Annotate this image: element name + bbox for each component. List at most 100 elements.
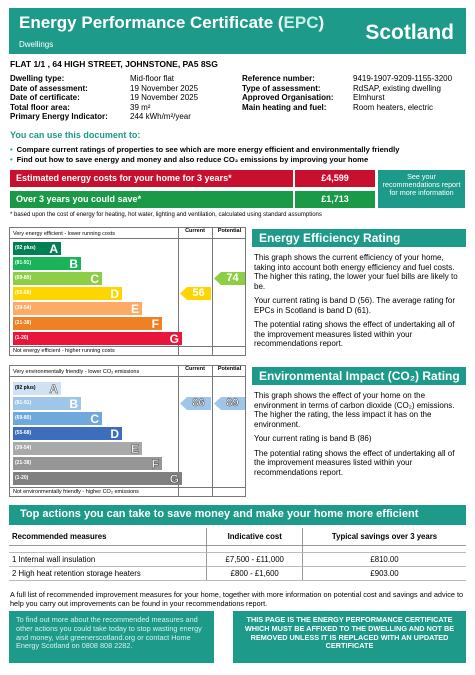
- column-header: Recommended measures: [9, 528, 207, 546]
- measure-cell: 1 Internal wall insulation: [9, 552, 207, 567]
- band-range: (69-80): [15, 275, 32, 281]
- environmental-impact-heading: Environmental Impact (CO₂) Rating: [252, 367, 466, 385]
- band-d: (55-68) D: [13, 427, 122, 441]
- band-letter: D: [110, 427, 119, 441]
- detail-value: 19 November 2025: [130, 93, 199, 102]
- band-f: (21-38) F: [13, 457, 162, 471]
- chart-bottom-label: Not environmentally friendly - higher CO…: [13, 489, 139, 495]
- recommendations-note: A full list of recommended improvement m…: [10, 590, 464, 608]
- savings-cell: £810.00: [302, 552, 466, 567]
- savings-label: Over 3 years you could save*: [10, 191, 293, 208]
- detail-row: Main heating and fuel: Room heaters, elec…: [242, 103, 452, 113]
- band-g: (1-20) G: [13, 472, 182, 486]
- band-range: (55-68): [15, 430, 32, 436]
- detail-value: 39 m²: [130, 102, 151, 112]
- band-letter: G: [169, 332, 179, 346]
- details-left: Dwelling type: Mid-floor flat Date of ass…: [10, 74, 198, 122]
- band-letter: B: [69, 397, 78, 411]
- detail-row: Dwelling type: Mid-floor flat: [10, 74, 198, 84]
- title-close: ): [318, 13, 325, 32]
- band-c: (69-80) C: [13, 272, 102, 286]
- country-label: Scotland: [365, 21, 454, 44]
- detail-label: Total floor area:: [10, 102, 70, 112]
- page-subtitle: Dwellings: [19, 40, 54, 49]
- table-header-row: Recommended measures Indicative cost Typ…: [9, 528, 466, 546]
- estimated-costs-label: Estimated energy costs for your home for…: [10, 170, 293, 187]
- detail-row: Approved Organisation: Elmhurst: [242, 93, 452, 103]
- detail-value: 9419-1907-9209-1155-3200: [353, 74, 453, 83]
- band-range: (81-91): [15, 400, 32, 406]
- band-letter: C: [90, 412, 99, 426]
- find-out-more-box: To find out more about the recommended m…: [9, 611, 214, 663]
- band-letter: F: [151, 317, 159, 331]
- detail-label: Approved Organisation:: [242, 93, 334, 102]
- detail-row: Reference number: 9419-1907-9209-1155-320…: [242, 74, 452, 84]
- band-range: (55-68): [15, 290, 32, 296]
- potential-column-header: Potential: [217, 228, 242, 234]
- detail-row: Date of assessment: 19 November 2025: [10, 84, 198, 94]
- band-range: (39-54): [15, 305, 32, 311]
- details-right: Reference number: 9419-1907-9209-1155-320…: [242, 74, 452, 112]
- savings-cell: £903.00: [302, 566, 466, 581]
- actions-table: Recommended measures Indicative cost Typ…: [9, 528, 466, 581]
- band-range: (1-20): [15, 335, 29, 341]
- detail-label: Primary Energy Indicator:: [10, 112, 108, 121]
- cost-cell: £7,500 - £11,000: [206, 552, 303, 567]
- table-row: 1 Internal wall insulation £7,500 - £11,…: [9, 552, 466, 567]
- band-c: (69-80) C: [13, 412, 102, 426]
- band-e: (39-54) E: [13, 442, 142, 457]
- energy-efficiency-heading: Energy Efficiency Rating: [252, 229, 466, 247]
- chart-bottom-label: Not energy efficient - higher running co…: [13, 348, 115, 354]
- band-range: (21-38): [15, 460, 32, 466]
- current-column-header: Current: [185, 366, 205, 372]
- band-letter: C: [90, 272, 99, 286]
- detail-label: Main heating and fuel:: [242, 102, 327, 112]
- title-text: Energy Performance Certificate (: [19, 13, 284, 32]
- column-header: Indicative cost: [206, 528, 303, 546]
- potential-column-header: Potential: [217, 366, 242, 372]
- band-f: (21-38) F: [13, 317, 162, 331]
- detail-value: 244 kWh/m²/year: [130, 112, 191, 121]
- estimated-costs-value: £4,599: [295, 170, 375, 187]
- paragraph: This graph shows the current efficiency …: [254, 253, 458, 291]
- band-g: (1-20) G: [13, 332, 182, 346]
- band-range: (39-54): [15, 445, 32, 451]
- band-range: (92 plus): [15, 245, 36, 251]
- band-d: (55-68) D: [13, 287, 122, 301]
- potential-rating-arrow: 74: [214, 272, 245, 285]
- detail-value: Elmhurst: [353, 93, 385, 102]
- detail-value: Room heaters, electric: [353, 102, 434, 112]
- band-letter: E: [130, 442, 140, 457]
- energy-efficiency-text: This graph shows the current efficiency …: [254, 253, 465, 354]
- band-letter: A: [49, 382, 58, 397]
- paragraph: This graph shows the effect of your home…: [254, 391, 455, 429]
- detail-value: 19 November 2025: [130, 83, 199, 93]
- title-epc: EPC: [283, 13, 319, 32]
- band-letter: E: [130, 302, 139, 316]
- band-a: (92 plus) A: [13, 382, 61, 397]
- cost-footnote: * based upon the cost of energy for heat…: [10, 212, 322, 218]
- band-e: (39-54) E: [13, 302, 142, 316]
- band-range: (21-38): [15, 320, 32, 326]
- band-b: (81-91) B: [13, 257, 81, 271]
- potential-rating-arrow: 89: [214, 397, 245, 410]
- chart-top-label: Very energy efficient - lower running co…: [13, 231, 116, 237]
- current-rating-arrow: 86: [180, 397, 211, 410]
- band-b: (81-91) B: [13, 397, 81, 411]
- page-title: Energy Performance Certificate (EPC): [19, 13, 324, 33]
- band-letter: D: [110, 287, 119, 301]
- environmental-impact-chart: Current Potential Very environmentally f…: [9, 365, 246, 497]
- band-letter: B: [69, 257, 78, 271]
- band-range: (1-20): [15, 475, 29, 481]
- paragraph: Your current rating is band D (56). The …: [254, 296, 455, 315]
- measure-cell: 2 High heat retention storage heaters: [9, 566, 207, 581]
- detail-row: Primary Energy Indicator: 244 kWh/m²/year: [10, 112, 198, 122]
- current-column-header: Current: [185, 228, 205, 234]
- paragraph: The potential rating shows the effect of…: [254, 320, 455, 348]
- column-header: Typical savings over 3 years: [302, 528, 466, 546]
- header-banner: Energy Performance Certificate (EPC) Dwe…: [9, 8, 466, 54]
- detail-label: Type of assessment:: [242, 83, 321, 93]
- table-row: 2 High heat retention storage heaters £8…: [9, 566, 466, 581]
- current-rating-arrow: 56: [180, 287, 211, 300]
- band-a: (92 plus) A: [13, 242, 61, 256]
